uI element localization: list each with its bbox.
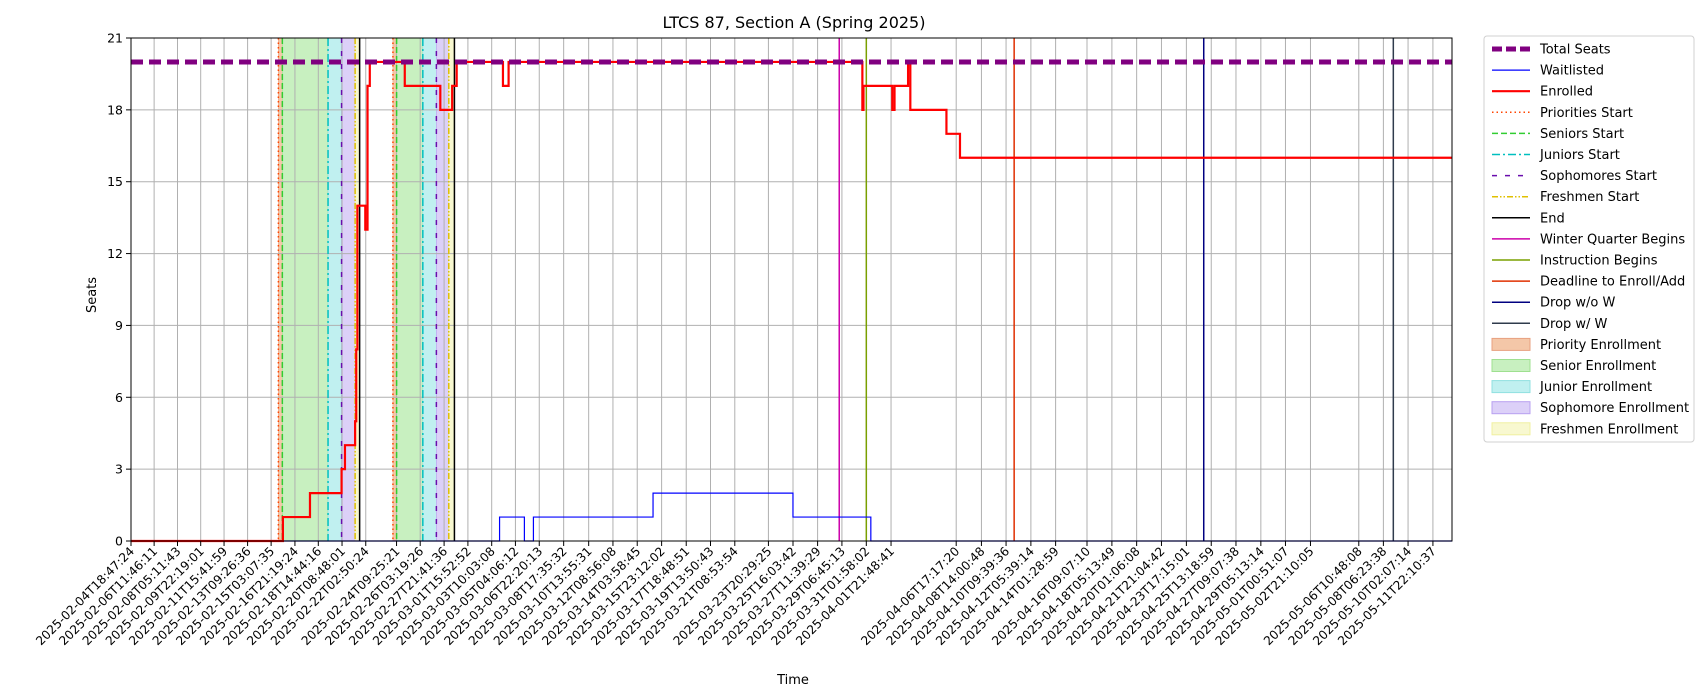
legend-label-instruction-begins: Instruction Begins <box>1540 254 1658 269</box>
y-tick-label-1: 3 <box>115 462 123 477</box>
y-tick-label-5: 15 <box>107 174 123 189</box>
legend-label-freshmen-enrollment: Freshmen Enrollment <box>1540 422 1678 437</box>
enrollment-period-shading <box>278 37 455 542</box>
shaded-period-8 <box>436 37 450 542</box>
grid <box>130 37 1452 542</box>
y-tick-label-6: 18 <box>107 102 123 117</box>
legend-label-waitlisted: Waitlisted <box>1540 64 1604 79</box>
y-tick-label-3: 9 <box>115 318 123 333</box>
series-enrolled <box>131 60 1452 543</box>
y-tick-label-4: 12 <box>107 246 123 261</box>
legend-swatch-senior-enrollment <box>1491 359 1531 372</box>
legend-label-sophomore-enrollment: Sophomore Enrollment <box>1540 401 1689 416</box>
shaded-period-9 <box>448 37 455 542</box>
series-waitlisted <box>131 492 1452 542</box>
shaded-period-2 <box>327 37 342 542</box>
axes <box>126 37 1453 546</box>
series-lines <box>131 59 1452 543</box>
legend-label-drop-w-w: Drop w/ W <box>1540 317 1608 332</box>
y-tick-labels: 0 3 6 9 12 15 18 21 <box>107 31 123 549</box>
legend-label-priority-enrollment: Priority Enrollment <box>1540 338 1661 353</box>
legend-label-freshmen-start: Freshmen Start <box>1540 190 1639 205</box>
y-tick-label-2: 6 <box>115 390 123 405</box>
y-tick-label-0: 0 <box>115 534 123 549</box>
legend-label-seniors-start: Seniors Start <box>1540 127 1624 142</box>
shaded-period-6 <box>396 37 424 542</box>
shaded-period-1 <box>282 37 329 542</box>
legend: Total Seats Waitlisted Enrolled Priorities … <box>1483 35 1695 443</box>
legend-label-deadline-to-enroll-add: Deadline to Enroll/Add <box>1540 275 1685 290</box>
shaded-period-7 <box>422 37 437 542</box>
y-tick-label-7: 21 <box>107 31 123 46</box>
legend-swatch-priority-enrollment <box>1491 337 1531 351</box>
legend-swatch-sophomore-enrollment <box>1491 401 1531 415</box>
chart-title: LTCS 87, Section A (Spring 2025) <box>663 13 926 32</box>
legend-label-winter-quarter-begins: Winter Quarter Begins <box>1540 232 1685 247</box>
legend-label-priorities-start: Priorities Start <box>1540 106 1633 121</box>
legend-box <box>1483 35 1695 443</box>
legend-label-juniors-start: Juniors Start <box>1539 148 1620 163</box>
legend-label-total-seats: Total Seats <box>1539 43 1611 58</box>
legend-label-junior-enrollment: Junior Enrollment <box>1539 380 1652 395</box>
legend-swatch-junior-enrollment <box>1491 380 1531 394</box>
legend-swatch-freshmen-enrollment <box>1491 422 1531 436</box>
legend-label-drop-w-o-w: Drop w/o W <box>1540 296 1616 311</box>
legend-label-sophomores-start: Sophomores Start <box>1540 169 1657 184</box>
y-axis-label: Seats <box>85 277 100 313</box>
plot-frame <box>130 37 1453 542</box>
shaded-period-3 <box>341 37 356 542</box>
legend-label-enrolled: Enrolled <box>1540 85 1593 100</box>
legend-label-end: End <box>1540 211 1565 226</box>
event-lines <box>277 38 1395 541</box>
legend-label-senior-enrollment: Senior Enrollment <box>1540 359 1656 374</box>
x-axis-label: Time <box>776 673 809 688</box>
